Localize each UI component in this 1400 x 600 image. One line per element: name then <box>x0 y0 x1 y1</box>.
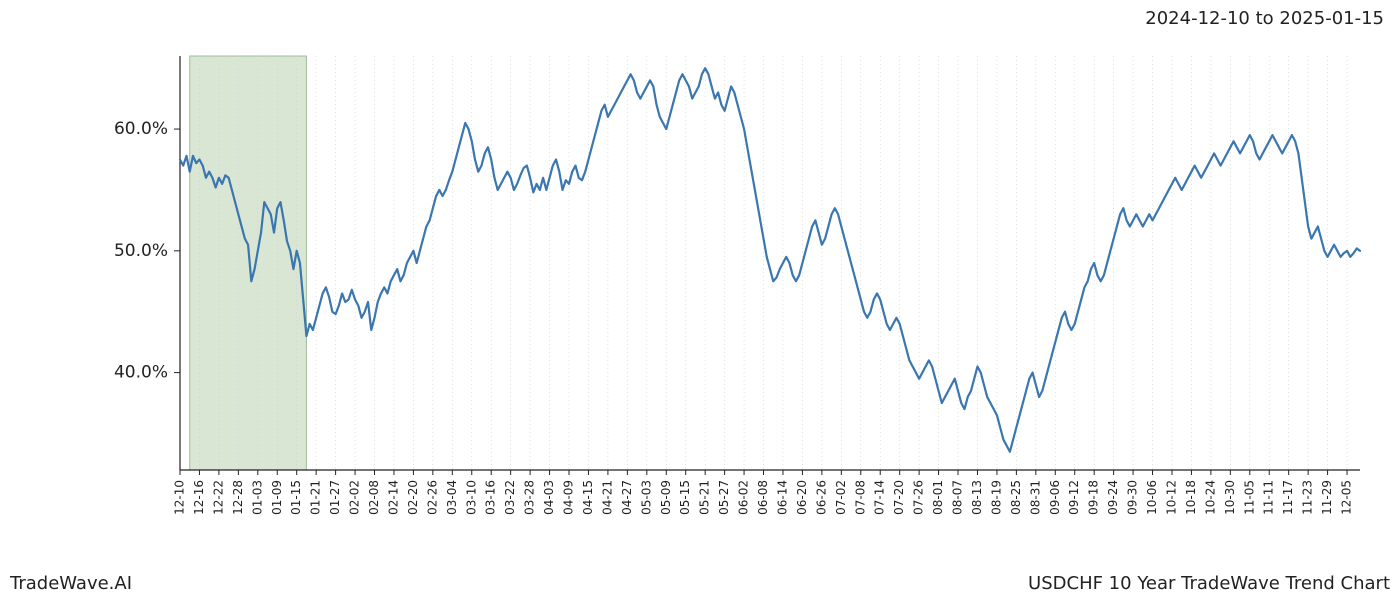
x-tick-label: 06-26 <box>814 480 828 515</box>
x-tick-label: 01-15 <box>289 480 303 515</box>
x-tick-label: 11-29 <box>1320 480 1334 515</box>
x-tick-label: 10-24 <box>1203 480 1217 515</box>
x-tick-label: 08-01 <box>931 480 945 515</box>
x-tick-label: 03-04 <box>445 480 459 515</box>
trend-chart: 40.0% 50.0% 60.0% 12-10 12-16 12-22 12-28 01-03… <box>0 40 1400 560</box>
x-tick-label: 04-03 <box>542 480 556 515</box>
x-tick-label: 11-11 <box>1262 480 1276 515</box>
x-tick-label: 10-30 <box>1223 480 1237 515</box>
x-tick-label: 04-09 <box>562 480 576 515</box>
x-tick-label: 08-07 <box>951 480 965 515</box>
y-tick-label: 50.0% <box>114 241 168 261</box>
x-tick-label: 03-10 <box>464 480 478 515</box>
highlight-band <box>190 56 307 470</box>
x-tick-label: 12-10 <box>173 480 187 515</box>
x-tick-label: 08-13 <box>970 480 984 515</box>
x-tick-label: 09-18 <box>1087 480 1101 515</box>
x-tick-label: 02-08 <box>367 480 381 515</box>
x-tick-label: 12-16 <box>192 480 206 515</box>
chart-title: USDCHF 10 Year TradeWave Trend Chart <box>1028 573 1390 594</box>
x-tick-label: 06-20 <box>795 480 809 515</box>
x-tick-label: 04-27 <box>620 480 634 515</box>
x-tick-label: 01-09 <box>270 480 284 515</box>
x-tick-label: 05-27 <box>717 480 731 515</box>
x-tick-label: 07-08 <box>853 480 867 515</box>
x-tick-label: 01-03 <box>250 480 264 515</box>
x-tick-label: 01-21 <box>309 480 323 515</box>
x-tick-label: 10-12 <box>1164 480 1178 515</box>
x-tick-label: 03-28 <box>523 480 537 515</box>
x-tick-label: 11-05 <box>1242 480 1256 515</box>
x-tick-label: 02-14 <box>386 480 400 515</box>
x-tick-label: 02-20 <box>406 480 420 515</box>
x-tick-label: 09-12 <box>1067 480 1081 515</box>
x-tick-label: 05-09 <box>659 480 673 515</box>
x-tick-label: 10-18 <box>1184 480 1198 515</box>
x-tick-label: 08-19 <box>989 480 1003 515</box>
x-tick-label: 09-30 <box>1126 480 1140 515</box>
x-tick-label: 04-15 <box>581 480 595 515</box>
x-tick-label: 03-16 <box>484 480 498 515</box>
x-tick-label: 12-22 <box>211 480 225 515</box>
x-tick-label: 07-26 <box>912 480 926 515</box>
x-tick-label: 07-02 <box>834 480 848 515</box>
x-tick-label: 09-06 <box>1048 480 1062 515</box>
y-tick-label: 60.0% <box>114 119 168 139</box>
x-tick-label: 06-08 <box>756 480 770 515</box>
x-tick-label: 05-21 <box>698 480 712 515</box>
x-tick-label: 11-17 <box>1281 480 1295 515</box>
x-tick-label: 05-03 <box>639 480 653 515</box>
x-tick-label: 06-02 <box>737 480 751 515</box>
x-tick-label: 01-27 <box>328 480 342 515</box>
x-tick-label: 07-20 <box>892 480 906 515</box>
x-tick-label: 12-28 <box>231 480 245 515</box>
x-tick-label: 12-05 <box>1340 480 1354 515</box>
x-tick-label: 08-25 <box>1009 480 1023 515</box>
x-tick-label: 08-31 <box>1028 480 1042 515</box>
y-tick-label: 40.0% <box>114 363 168 383</box>
brand-label: TradeWave.AI <box>10 573 132 594</box>
x-tick-label: 04-21 <box>600 480 614 515</box>
x-tick-label: 07-14 <box>873 480 887 515</box>
x-tick-label: 05-15 <box>678 480 692 515</box>
x-tick-label: 02-02 <box>348 480 362 515</box>
x-tick-label: 06-14 <box>775 480 789 515</box>
date-range-title: 2024-12-10 to 2025-01-15 <box>1145 8 1384 29</box>
x-tick-label: 11-23 <box>1301 480 1315 515</box>
x-tick-label: 10-06 <box>1145 480 1159 515</box>
x-tick-label: 09-24 <box>1106 480 1120 515</box>
x-tick-label: 02-26 <box>425 480 439 515</box>
x-tick-label: 03-22 <box>503 480 517 515</box>
trend-line <box>180 68 1360 452</box>
